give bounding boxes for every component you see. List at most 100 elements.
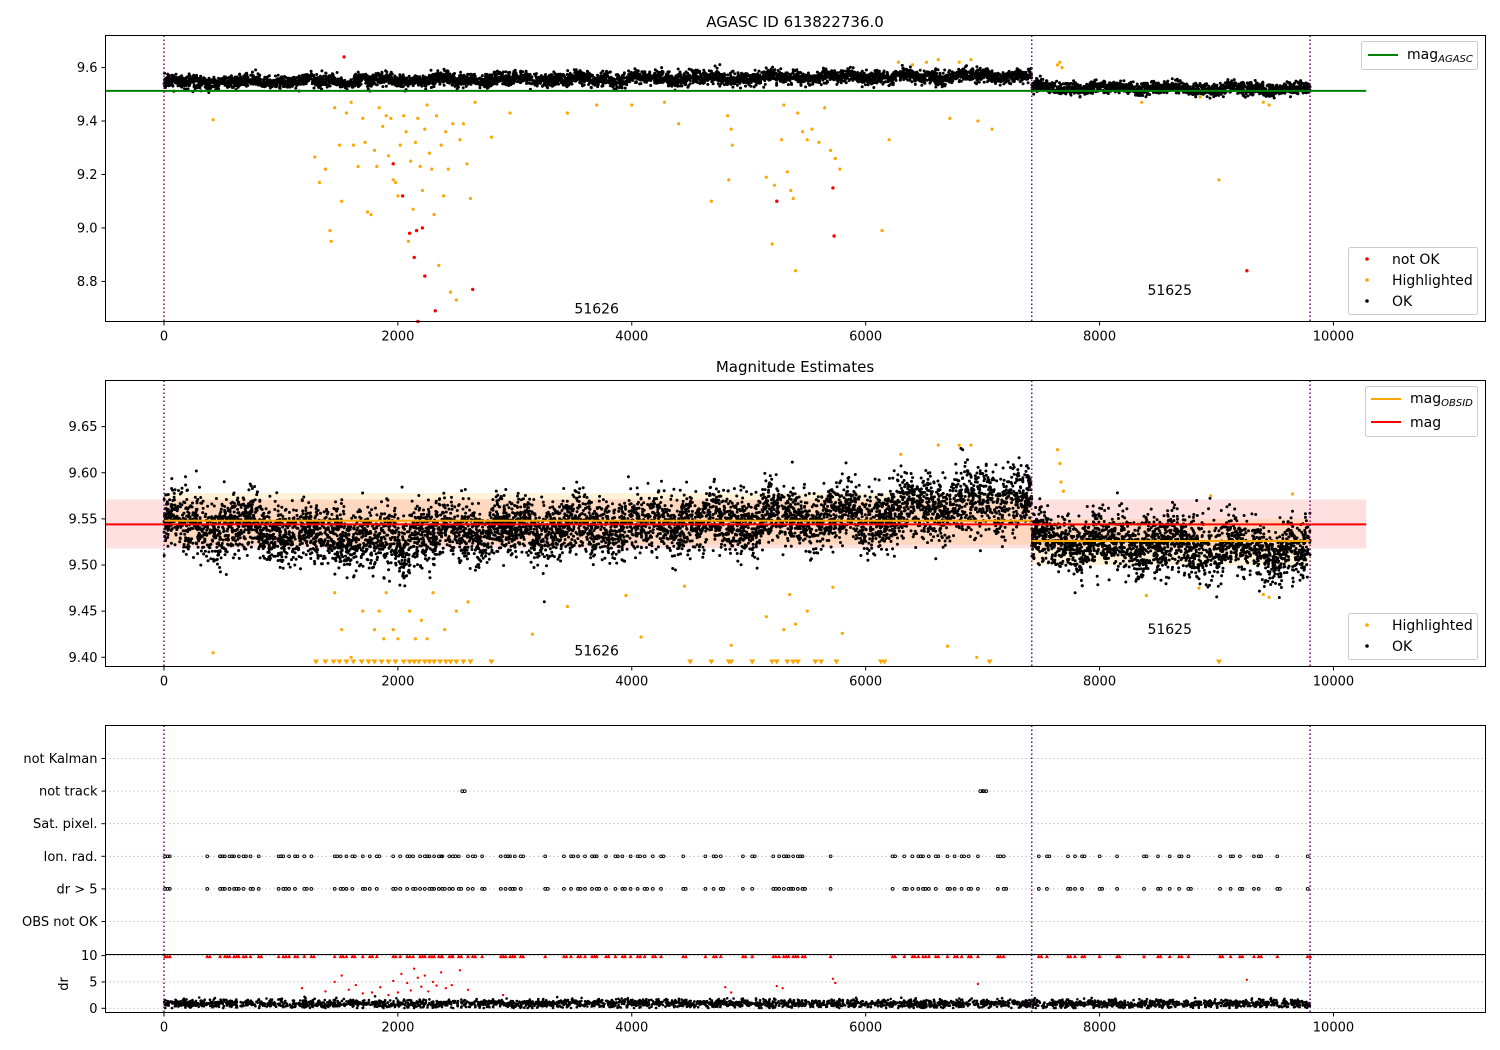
p1-ok-point-4440 xyxy=(222,81,225,84)
p1-ok-point-4660 xyxy=(438,76,441,79)
p1-ok-point-4751 xyxy=(1016,73,1019,76)
p1-ok-point-4368 xyxy=(918,79,921,82)
p1-ok-point-3709 xyxy=(528,79,531,82)
p1-ok-point-4615 xyxy=(485,78,488,81)
p1-ok-point-4348 xyxy=(941,85,944,88)
p1-ok-point-3950 xyxy=(502,71,505,74)
p1-ok-point-4087 xyxy=(723,83,726,86)
p1-ok-point-4693 xyxy=(744,75,747,78)
p1-ok-point-4674 xyxy=(256,83,259,86)
p1-ok-point-3060 xyxy=(687,84,690,87)
p1-ok-point-3393 xyxy=(481,74,484,77)
p1-ok-point-4639 xyxy=(191,75,194,78)
p1-ok-point-3125 xyxy=(697,75,700,78)
p1-ok-point-4588 xyxy=(927,72,930,75)
p1-ok-point-2023 xyxy=(919,69,922,72)
p1-ok-point-4498 xyxy=(177,82,180,85)
p1-ok-point-2098 xyxy=(660,66,663,69)
p1-ok-point-4271 xyxy=(659,73,662,76)
p1-ok-point-3813 xyxy=(824,72,827,75)
p1-ok-point-4716 xyxy=(379,76,382,79)
p1-ok-point-3808 xyxy=(786,75,789,78)
p1-ok-point-4270 xyxy=(770,69,773,72)
p1-ok-point-4707 xyxy=(166,79,169,82)
p1-ok-point-3345 xyxy=(875,82,878,85)
p1-ok-point-3964 xyxy=(346,82,349,85)
p1-ok-point-3447 xyxy=(321,77,324,80)
p1-ok-point-4044 xyxy=(493,71,496,74)
p1-ok-point-4741 xyxy=(785,77,788,80)
p1-ok-point-4161 xyxy=(389,81,392,84)
p1-ok-point-4596 xyxy=(182,84,185,87)
p1-ok-point-2102 xyxy=(788,79,791,82)
p1-ok-point-3651 xyxy=(530,75,533,78)
p1-ok-point-4768 xyxy=(909,72,912,75)
p1-ok-point-4568 xyxy=(537,77,540,80)
p1-ok-point-4658 xyxy=(685,70,688,73)
p1-ok-point-2400 xyxy=(277,74,280,77)
p1-ok-point-3319 xyxy=(587,83,590,86)
p1-ok-point-4600 xyxy=(508,83,511,86)
p1-ok-point-4589 xyxy=(431,82,434,85)
p1-ok-point-4493 xyxy=(759,75,762,78)
p1-ok-point-418 xyxy=(726,73,729,76)
p1-ok-point-2801 xyxy=(979,78,982,81)
p1-ok-point-4731 xyxy=(236,77,239,80)
p1-ok-point-4761 xyxy=(922,74,925,77)
p1-ok-point-4431 xyxy=(621,74,624,77)
p1-ok-point-4190 xyxy=(1008,82,1011,85)
p1-ok-point-4675 xyxy=(1013,80,1016,83)
p1-ok-point-4579 xyxy=(361,73,364,76)
p1-ok-point-4515 xyxy=(822,67,825,70)
p1-ok-point-4292 xyxy=(886,71,889,74)
p1-ok-point-4728 xyxy=(592,79,595,82)
p1-ok-point-4513 xyxy=(992,77,995,80)
p1-ok-point-4610 xyxy=(707,77,710,80)
p1-ok-point-4552 xyxy=(573,78,576,81)
p1-ok-point-4336 xyxy=(565,78,568,81)
p1-ok-point-4732 xyxy=(577,75,580,78)
p1-ok-point-4673 xyxy=(522,76,525,79)
p1-ok-point-4670 xyxy=(763,74,766,77)
p1-ok-point-1182 xyxy=(758,70,761,73)
p1-ok-point-3399 xyxy=(324,75,327,78)
p1-ok-point-2826 xyxy=(699,73,702,76)
p1-ok-point-4581 xyxy=(587,71,590,74)
p1-ok-point-4622 xyxy=(626,76,629,79)
p1-ok-point-4542 xyxy=(1005,75,1008,78)
p1-ok-point-4084 xyxy=(175,73,178,76)
p1-ok-point-4708 xyxy=(193,84,196,87)
p1-ok-point-4633 xyxy=(849,70,852,73)
p1-ok-point-1616 xyxy=(787,83,790,86)
p1-ok-point-4234 xyxy=(424,85,427,88)
p1-ok-point-4360 xyxy=(459,71,462,74)
p1-ok-point-2473 xyxy=(336,71,339,74)
p1-ok-point-4671 xyxy=(859,75,862,78)
p1-ok-point-4278 xyxy=(198,86,201,89)
p1-ok-point-3618 xyxy=(451,84,454,87)
p1-ok-point-4036 xyxy=(645,81,648,84)
p1-ok-point-4384 xyxy=(835,74,838,77)
p1-ok-point-4174 xyxy=(723,78,726,81)
p1-ok-point-4625 xyxy=(417,77,420,80)
p1-ok-point-3085 xyxy=(838,71,841,74)
p1-ok-point-4521 xyxy=(797,80,800,83)
p1-ok-point-4694 xyxy=(185,84,188,87)
p1-ok-point-2643 xyxy=(867,83,870,86)
p1-ok-point-4342 xyxy=(970,71,973,74)
p1-ok-point-4544 xyxy=(682,77,685,80)
p1-ok-point-4667 xyxy=(548,78,551,81)
panel1-title: AGASC ID 613822736.0 xyxy=(706,13,884,31)
p1-ok-point-2738 xyxy=(258,74,261,77)
p1-ok-point-4172 xyxy=(278,81,281,84)
p1-ok-point-4512 xyxy=(369,80,372,83)
p1-ok-point-4752 xyxy=(303,74,306,77)
p1-ok-point-3377 xyxy=(680,82,683,85)
p1-ok-point-461 xyxy=(811,83,814,86)
p1-ok-point-4629 xyxy=(923,82,926,85)
p1-ok-point-4734 xyxy=(866,76,869,79)
p1-ok-point-4697 xyxy=(452,76,455,79)
p1-ok-point-4564 xyxy=(675,83,678,86)
p1-ok-point-4022 xyxy=(726,83,729,86)
p1-ok-point-4601 xyxy=(772,75,775,78)
